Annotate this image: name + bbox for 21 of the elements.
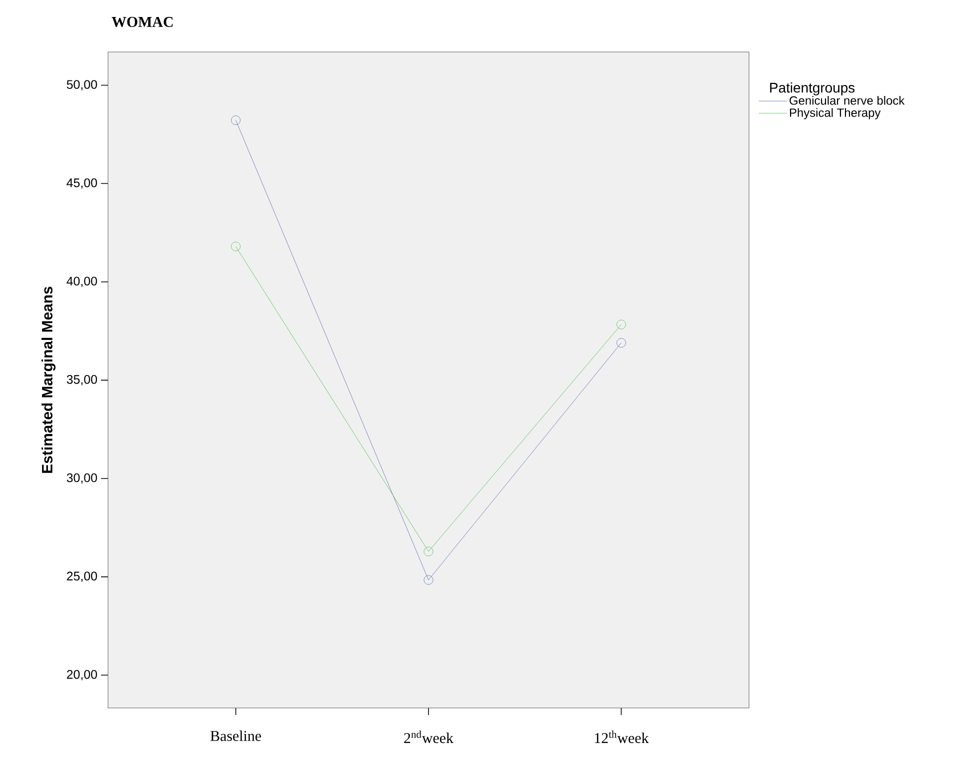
y-tick-label: 50,00 <box>66 80 97 90</box>
y-tick-label: 25,00 <box>66 572 97 582</box>
y-tick-label: 20,00 <box>66 670 97 680</box>
legend-label: Physical Therapy <box>790 108 881 120</box>
point <box>424 546 434 556</box>
y-axis-title: Estimated Marginal Means <box>41 286 56 473</box>
point <box>616 320 626 330</box>
y-tick-label: 30,00 <box>66 473 97 484</box>
y-tick-label: 35,00 <box>66 375 97 386</box>
point <box>231 116 240 125</box>
point <box>231 242 240 252</box>
y-tick-label: 40,00 <box>66 276 97 288</box>
legend-label: Genicular nerve block <box>790 96 905 105</box>
point <box>616 338 626 348</box>
x-tick-label: 2$^{nd}$week <box>404 730 454 744</box>
x-tick-label: Baseline <box>210 730 261 742</box>
x-tick-label: 12$^{th}$week <box>594 730 649 744</box>
chart-title: WOMAC <box>112 16 173 28</box>
point <box>424 575 434 585</box>
y-tick-label: 45,00 <box>66 178 97 189</box>
legend-title: Patientgroups <box>770 82 855 96</box>
